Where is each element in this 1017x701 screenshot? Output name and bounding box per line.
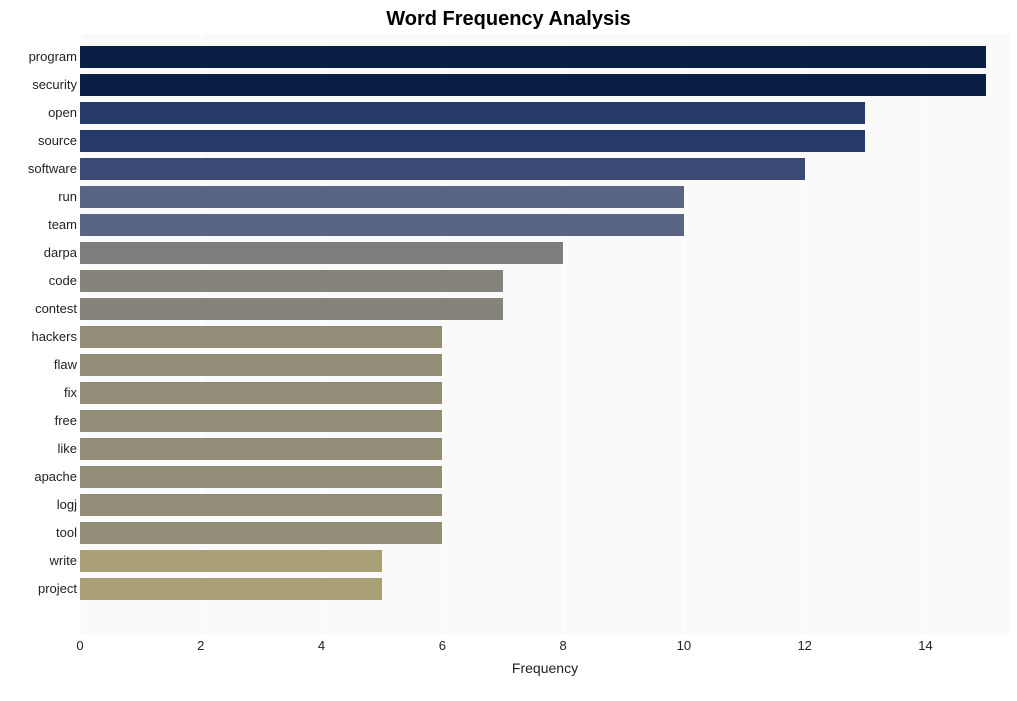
y-tick-label: software [7,158,77,180]
bar-row [80,46,986,68]
bar [80,242,563,264]
bar-row [80,74,986,96]
bar [80,270,503,292]
bar [80,186,684,208]
bar [80,522,442,544]
bar [80,438,442,460]
x-tick-label: 14 [918,638,932,653]
y-tick-label: logj [7,494,77,516]
bar-row [80,438,442,460]
bar-row [80,242,563,264]
y-tick-label: program [7,46,77,68]
y-tick-label: open [7,102,77,124]
bar [80,382,442,404]
bar [80,550,382,572]
x-tick-label: 2 [197,638,204,653]
bar-row [80,466,442,488]
bar [80,410,442,432]
bar [80,74,986,96]
bar [80,158,805,180]
x-axis-label: Frequency [512,660,578,676]
bar-row [80,550,382,572]
y-tick-label: project [7,578,77,600]
x-tick-label: 4 [318,638,325,653]
y-tick-label: like [7,438,77,460]
y-tick-label: source [7,130,77,152]
bar [80,326,442,348]
gridline [442,34,443,634]
bar-row [80,578,382,600]
y-tick-label: write [7,550,77,572]
y-tick-label: flaw [7,354,77,376]
bar-row [80,186,684,208]
bar [80,102,865,124]
y-tick-label: contest [7,298,77,320]
x-tick-label: 0 [76,638,83,653]
gridline [684,34,685,634]
bar-row [80,354,442,376]
y-tick-label: security [7,74,77,96]
x-tick-label: 6 [439,638,446,653]
bar-row [80,270,503,292]
chart-plot-area [80,34,1010,634]
y-tick-label: apache [7,466,77,488]
x-tick-label: 12 [797,638,811,653]
bar-row [80,102,865,124]
y-tick-label: fix [7,382,77,404]
y-tick-label: run [7,186,77,208]
gridline [925,34,926,634]
bar-row [80,158,805,180]
bar [80,354,442,376]
bar [80,46,986,68]
bar-row [80,382,442,404]
y-tick-label: code [7,270,77,292]
gridline [805,34,806,634]
bar-row [80,522,442,544]
y-tick-label: free [7,410,77,432]
bar-row [80,214,684,236]
bar [80,298,503,320]
chart-title: Word Frequency Analysis [0,0,1017,35]
y-tick-label: tool [7,522,77,544]
y-tick-label: darpa [7,242,77,264]
bar-row [80,130,865,152]
bar-row [80,494,442,516]
y-tick-label: team [7,214,77,236]
bar-row [80,298,503,320]
bar [80,466,442,488]
bar [80,578,382,600]
gridline [563,34,564,634]
bar-row [80,326,442,348]
bar [80,214,684,236]
x-tick-label: 8 [559,638,566,653]
bar-row [80,410,442,432]
bar [80,494,442,516]
y-tick-label: hackers [7,326,77,348]
x-tick-label: 10 [677,638,691,653]
bar [80,130,865,152]
